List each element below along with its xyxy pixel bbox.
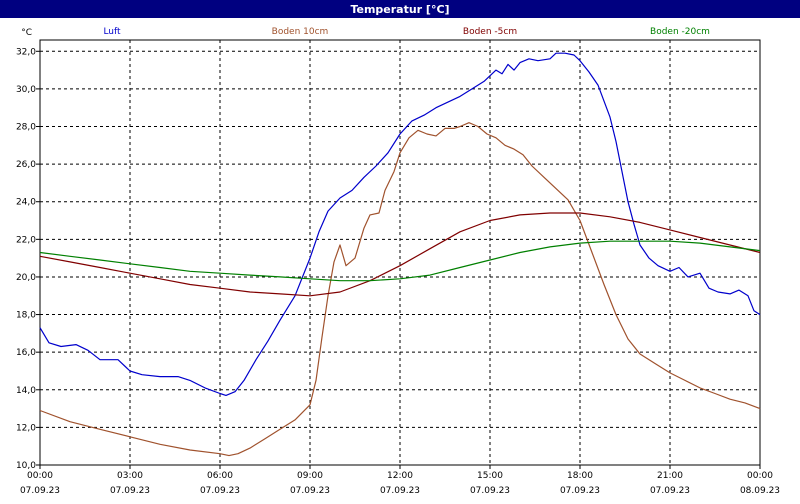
series-line bbox=[39, 212, 761, 297]
y-tick-label: 20,0 bbox=[16, 273, 36, 283]
y-tick-label: 12,0 bbox=[16, 423, 36, 433]
x-tick-label-date: 07.09.23 bbox=[470, 486, 510, 496]
series-line bbox=[39, 52, 761, 396]
y-tick-label: 28,0 bbox=[16, 123, 36, 133]
x-tick-label-time: 00:00 bbox=[27, 471, 53, 481]
x-tick-label-date: 07.09.23 bbox=[380, 486, 420, 496]
y-tick-label: 22,0 bbox=[16, 235, 36, 245]
y-tick-label: 32,0 bbox=[16, 47, 36, 57]
y-tick-label: 26,0 bbox=[16, 160, 36, 170]
chart-title: Temperatur [°C] bbox=[0, 0, 800, 18]
series-line bbox=[39, 122, 761, 457]
x-tick-label-date: 07.09.23 bbox=[560, 486, 600, 496]
legend-entry: Boden -5cm bbox=[463, 27, 517, 37]
y-axis-unit-label: °C bbox=[21, 28, 32, 38]
chart-area: 10,0 12,0 14,0 16,0 18,0 20,0 22,0 24,0 26,0 28,0… bbox=[0, 18, 800, 500]
legend-entry: Luft bbox=[103, 27, 121, 37]
x-tick-label-time: 06:00 bbox=[207, 471, 233, 481]
y-tick-label: 16,0 bbox=[16, 348, 36, 358]
x-tick-label-date: 07.09.23 bbox=[290, 486, 330, 496]
x-tick-label-time: 18:00 bbox=[567, 471, 593, 481]
x-tick-label-time: 15:00 bbox=[477, 471, 503, 481]
x-tick-label-time: 21:00 bbox=[657, 471, 683, 481]
x-tick-label-date: 07.09.23 bbox=[20, 486, 60, 496]
x-tick-label-time: 00:00 bbox=[747, 471, 773, 481]
x-tick-label-date: 07.09.23 bbox=[110, 486, 150, 496]
y-tick-label: 10,0 bbox=[16, 461, 36, 471]
y-tick-label: 24,0 bbox=[16, 198, 36, 208]
x-tick-label-date: 07.09.23 bbox=[200, 486, 240, 496]
y-tick-label: 14,0 bbox=[16, 386, 36, 396]
legend-entry: Boden -20cm bbox=[650, 27, 710, 37]
temperature-chart: 10,0 12,0 14,0 16,0 18,0 20,0 22,0 24,0 26,0 28,0… bbox=[16, 27, 780, 496]
y-tick-label: 18,0 bbox=[16, 311, 36, 321]
x-tick-label-date: 07.09.23 bbox=[650, 486, 690, 496]
legend-entry: Boden 10cm bbox=[272, 27, 329, 37]
x-tick-label-time: 12:00 bbox=[387, 471, 413, 481]
x-tick-label-date: 08.09.23 bbox=[740, 486, 780, 496]
x-tick-label-time: 03:00 bbox=[117, 471, 143, 481]
x-tick-label-time: 09:00 bbox=[297, 471, 323, 481]
series-line bbox=[39, 240, 761, 282]
y-tick-label: 30,0 bbox=[16, 85, 36, 95]
